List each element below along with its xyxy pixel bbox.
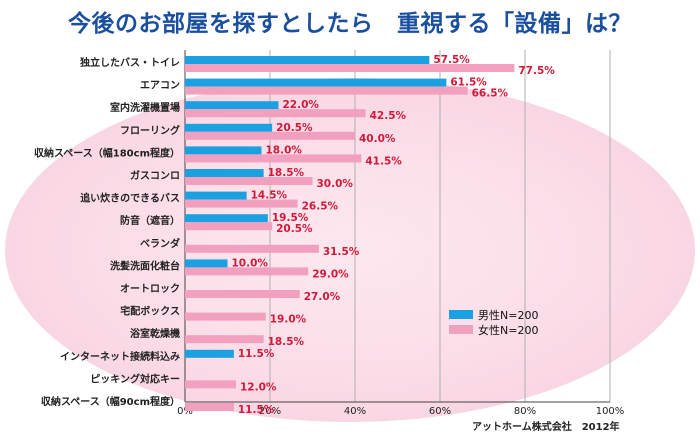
bar-female <box>185 222 273 231</box>
value-label-female: 26.5% <box>302 201 339 213</box>
category-label: 防音（遮音） <box>120 214 180 227</box>
x-tick-label: 0% <box>177 406 193 417</box>
background-ellipse <box>5 78 695 422</box>
category-label: 追い炊きのできるバス <box>80 192 180 205</box>
value-label-female: 12.0% <box>240 381 277 393</box>
value-label-male: 18.0% <box>266 144 303 156</box>
value-label-female: 66.5% <box>472 88 509 100</box>
legend-label-female: 女性N=200 <box>478 323 538 337</box>
bar-male <box>185 78 447 87</box>
bar-male <box>185 191 247 200</box>
category-label: ベランダ <box>140 237 180 250</box>
value-label-female: 40.0% <box>359 133 396 145</box>
bar-male <box>185 146 262 155</box>
value-label-male: 22.0% <box>283 99 320 111</box>
bar-male <box>185 214 268 223</box>
value-label-female: 42.5% <box>370 110 407 122</box>
category-label: オートロック <box>120 283 180 295</box>
value-label-female: 41.5% <box>365 155 402 167</box>
bar-female <box>185 335 264 344</box>
bar-female <box>185 267 309 276</box>
category-label: ガスコンロ <box>130 169 180 182</box>
category-label: 室内洗濯機置場 <box>110 101 180 114</box>
value-label-female: 19.0% <box>270 314 307 326</box>
bar-female <box>185 177 313 185</box>
bar-female <box>185 380 236 389</box>
bar-female <box>185 244 319 253</box>
category-label: エアコン <box>140 80 180 92</box>
bar-male <box>185 259 228 268</box>
value-label-male: 19.5% <box>272 212 309 224</box>
bar-male <box>185 101 279 110</box>
value-label-female: 30.0% <box>317 178 354 190</box>
value-label-female: 27.0% <box>304 291 341 303</box>
value-label-male: 18.5% <box>268 167 305 179</box>
x-tick-label: 100% <box>596 406 625 417</box>
x-tick-label: 80% <box>514 406 536 417</box>
x-tick-label: 20% <box>259 406 281 417</box>
value-label-female: 29.0% <box>312 268 349 280</box>
value-label-male: 57.5% <box>433 54 470 66</box>
x-tick-label: 60% <box>429 406 451 417</box>
legend-swatch-male <box>449 310 473 319</box>
source-note: アットホーム株式会社 2012年 <box>472 422 620 433</box>
category-label: 浴室乾燥機 <box>130 327 180 340</box>
bar-female <box>185 109 366 118</box>
category-label: 独立したバス・トイレ <box>80 56 180 69</box>
category-label: 収納スペース（幅180cm程度） <box>34 146 180 159</box>
bar-male <box>185 169 264 177</box>
bar-male <box>185 349 234 358</box>
bar-female <box>185 86 468 95</box>
category-label: インターネット接続料込み <box>60 350 180 363</box>
value-label-female: 77.5% <box>518 65 555 77</box>
bar-female <box>185 290 300 298</box>
category-label: 収納スペース（幅90cm程度） <box>41 395 180 408</box>
category-label: ピッキング対応キー <box>90 372 180 385</box>
category-label: フローリング <box>120 124 180 137</box>
value-label-male: 11.5% <box>238 348 275 360</box>
value-label-male: 14.5% <box>251 190 288 202</box>
bar-female <box>185 403 234 411</box>
bar-female <box>185 64 515 72</box>
page-title: 今後のお部屋を探すとしたら 重視する「設備」は？ <box>68 11 632 37</box>
category-label: 洗髪洗面化粧台 <box>110 259 180 272</box>
bar-female <box>185 131 355 140</box>
value-label-male: 20.5% <box>276 122 313 134</box>
bar-male <box>185 56 430 64</box>
legend-swatch-female <box>449 325 473 334</box>
bar-female <box>185 154 362 163</box>
bar-female <box>185 199 298 208</box>
x-tick-label: 40% <box>344 406 366 417</box>
category-label: 宅配ボックス <box>120 305 180 318</box>
bar-female <box>185 312 266 321</box>
value-label-female: 11.5% <box>238 404 275 416</box>
value-label-male: 61.5% <box>450 77 487 89</box>
bar-male <box>185 123 273 132</box>
legend-label-male: 男性N=200 <box>478 308 538 322</box>
value-label-male: 10.0% <box>232 257 269 269</box>
value-label-female: 20.5% <box>276 223 313 235</box>
value-label-female: 18.5% <box>268 336 305 348</box>
value-label-female: 31.5% <box>323 246 360 258</box>
